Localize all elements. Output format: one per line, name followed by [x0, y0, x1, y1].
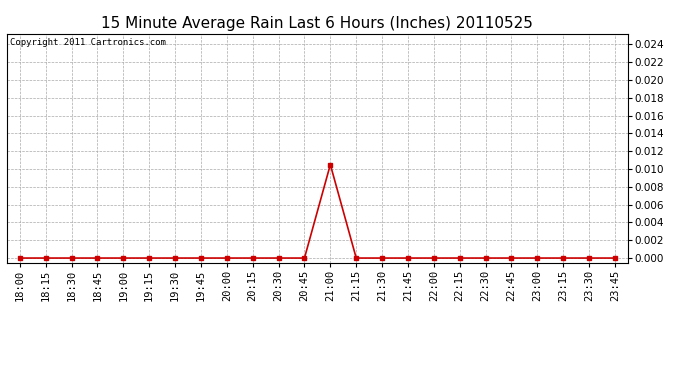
- Title: 15 Minute Average Rain Last 6 Hours (Inches) 20110525: 15 Minute Average Rain Last 6 Hours (Inc…: [101, 16, 533, 31]
- Text: Copyright 2011 Cartronics.com: Copyright 2011 Cartronics.com: [10, 38, 166, 47]
